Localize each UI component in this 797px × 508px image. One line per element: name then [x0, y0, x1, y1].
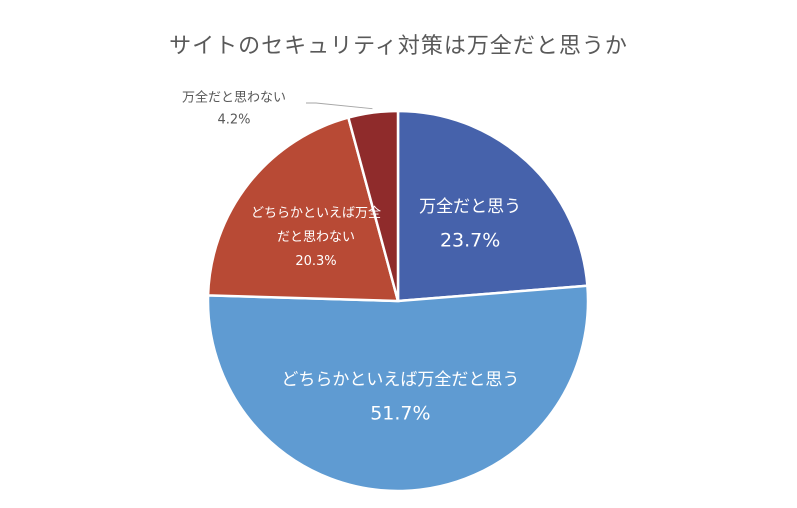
data-label-name-2-line-1: どちらかといえば万全だと思う — [281, 370, 519, 390]
slices-layer — [206, 109, 590, 493]
data-label-value-1: 23.7% — [440, 229, 500, 251]
pie-slice-4 — [346, 109, 400, 302]
pie-slice-2 — [206, 284, 590, 493]
data-label-name-4-line-1: 万全だと思わない — [182, 90, 286, 106]
data-label-name-1-line-1: 万全だと思う — [419, 197, 521, 217]
pie-slice-3 — [206, 116, 400, 303]
data-label-name-3-line-2: だと思わない — [277, 230, 355, 245]
data-label-value-4: 4.2% — [217, 113, 250, 128]
pie-slice-1 — [396, 109, 589, 303]
leader-line-4 — [306, 102, 373, 110]
data-label-value-3: 20.3% — [295, 254, 336, 269]
labels-layer: 万全だと思う 23.7% どちらかといえば万全だと思う 51.7% どちらかといえば万全… — [182, 90, 521, 425]
chart-title: サイトのセキュリティ対策は万全だと思うか — [169, 34, 628, 59]
data-label-value-2: 51.7% — [370, 403, 430, 425]
data-label-name-3-line-1: どちらかといえば万全 — [251, 205, 381, 221]
